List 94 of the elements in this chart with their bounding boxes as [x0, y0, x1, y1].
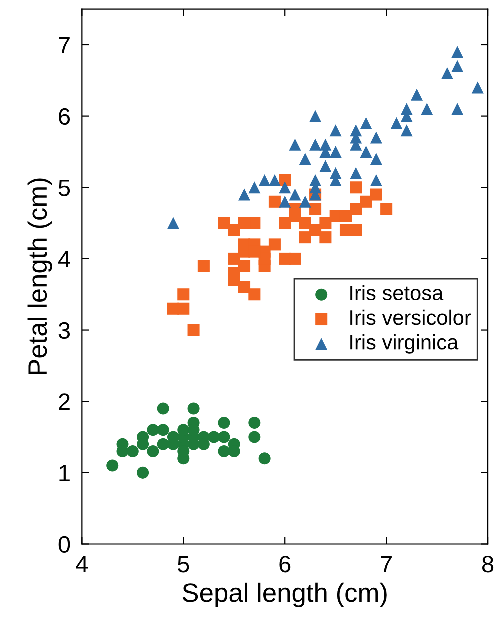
point	[248, 431, 261, 444]
point	[238, 260, 251, 272]
x-axis-title: Sepal length (cm)	[182, 582, 387, 608]
point	[228, 274, 240, 286]
point	[258, 174, 271, 187]
point	[248, 182, 261, 194]
point	[268, 238, 281, 251]
point	[289, 188, 302, 201]
y-tick-label: 6	[59, 108, 70, 126]
point	[258, 252, 271, 265]
legend-label: Iris versicolor	[350, 310, 472, 326]
y-tick-label: 2	[59, 394, 70, 410]
point	[248, 246, 261, 258]
point	[310, 138, 322, 151]
point	[360, 196, 372, 208]
point	[421, 103, 434, 116]
point	[350, 203, 362, 216]
point	[258, 452, 271, 465]
point	[238, 188, 251, 201]
point	[400, 124, 413, 137]
point	[330, 124, 342, 137]
y-tick-label: 4	[58, 251, 70, 268]
x-tick-label: 8	[482, 556, 494, 573]
y-tick-label: 7	[59, 37, 70, 54]
point	[360, 117, 372, 130]
point	[218, 416, 230, 430]
legend-label: Iris virginica	[350, 334, 459, 354]
point	[238, 217, 251, 230]
point	[157, 438, 170, 450]
point	[452, 60, 464, 72]
point	[330, 146, 342, 158]
point	[411, 88, 424, 101]
point	[126, 446, 139, 458]
point	[390, 117, 403, 130]
point	[452, 103, 464, 116]
point	[198, 260, 210, 272]
point	[208, 431, 220, 444]
point	[350, 182, 362, 194]
point	[157, 424, 170, 436]
point	[147, 424, 160, 436]
point	[472, 82, 484, 94]
point	[218, 446, 230, 458]
point	[360, 146, 372, 158]
legend-label: Iris setosa	[350, 285, 444, 301]
x-tick-label: 7	[381, 556, 392, 572]
x-tick-label: 6	[280, 556, 291, 573]
y-tick-label: 5	[58, 180, 70, 196]
point	[370, 132, 382, 144]
point	[137, 466, 150, 479]
point	[188, 324, 200, 336]
point	[340, 210, 352, 222]
point	[279, 217, 292, 230]
point	[370, 174, 382, 187]
point	[299, 196, 312, 208]
point	[441, 68, 454, 80]
point	[289, 138, 302, 151]
point	[248, 416, 261, 430]
point	[228, 224, 240, 236]
point	[310, 224, 322, 236]
point	[178, 302, 190, 315]
point	[268, 196, 281, 208]
point	[320, 160, 332, 172]
y-tick-label: 1	[60, 465, 70, 482]
point	[106, 460, 119, 472]
point	[167, 217, 180, 230]
point	[380, 203, 393, 216]
y-tick-label: 3	[58, 322, 70, 340]
x-tick-label: 4	[76, 556, 88, 572]
point	[370, 188, 382, 201]
point	[289, 210, 302, 222]
point	[370, 153, 382, 166]
point	[218, 431, 230, 444]
point	[299, 232, 312, 244]
point	[289, 252, 302, 265]
point	[310, 203, 322, 216]
point	[340, 224, 352, 236]
point	[218, 217, 230, 230]
point	[188, 402, 200, 415]
y-tick-label: 0	[58, 536, 70, 554]
point	[248, 288, 261, 301]
point	[147, 446, 160, 458]
point	[178, 288, 190, 301]
point	[279, 196, 292, 208]
point	[299, 153, 312, 166]
y-axis-title: Petal length (cm)	[28, 178, 52, 374]
point	[452, 46, 464, 58]
point	[330, 167, 342, 180]
point	[310, 110, 322, 122]
point	[350, 167, 362, 180]
point	[157, 402, 170, 415]
x-tick-label: 5	[178, 556, 190, 573]
point	[268, 174, 281, 187]
point	[279, 182, 292, 194]
point	[320, 232, 332, 244]
